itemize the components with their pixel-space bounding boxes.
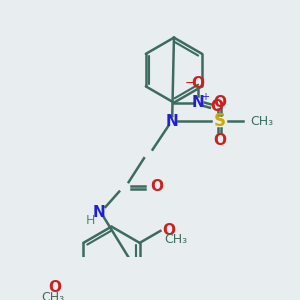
Text: O: O (210, 98, 223, 113)
Text: CH₃: CH₃ (164, 233, 188, 246)
Text: N: N (92, 205, 105, 220)
Text: O: O (213, 95, 226, 110)
Text: H: H (85, 214, 95, 227)
Text: CH₃: CH₃ (250, 115, 273, 128)
Text: N: N (191, 95, 204, 110)
Text: O: O (48, 280, 61, 295)
Text: −: − (185, 77, 195, 90)
Text: S: S (213, 112, 225, 130)
Text: O: O (213, 133, 226, 148)
Text: N: N (166, 114, 178, 129)
Text: O: O (162, 224, 175, 238)
Text: O: O (191, 76, 204, 91)
Text: O: O (150, 179, 163, 194)
Text: CH₃: CH₃ (41, 291, 64, 300)
Text: +: + (201, 92, 209, 103)
